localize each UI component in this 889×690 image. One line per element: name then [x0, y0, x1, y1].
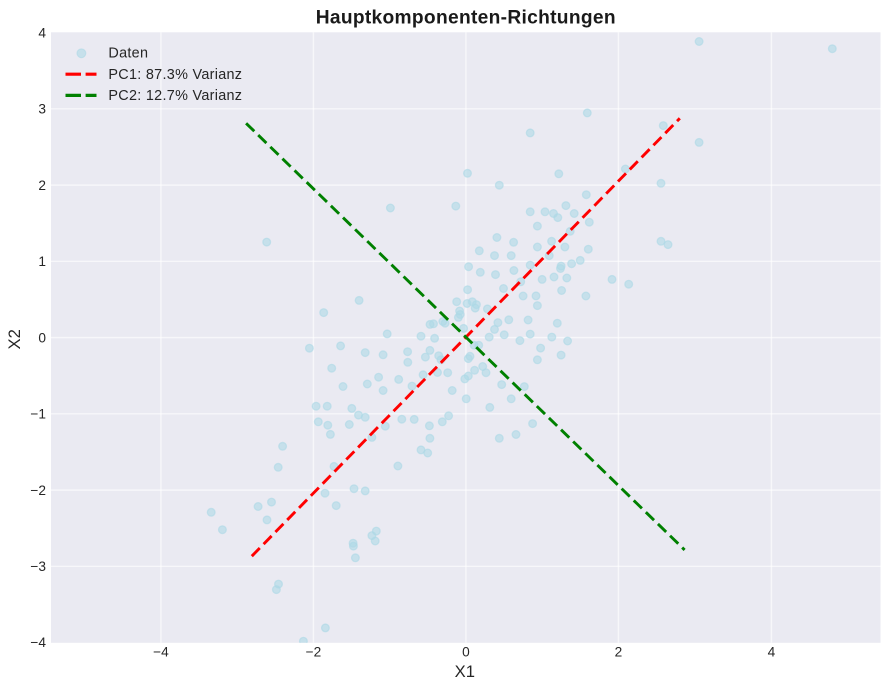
svg-text:Hauptkomponenten-Richtungen: Hauptkomponenten-Richtungen — [316, 8, 616, 29]
svg-text:2: 2 — [615, 644, 623, 659]
svg-text:4: 4 — [38, 26, 46, 41]
svg-text:0: 0 — [38, 330, 46, 345]
svg-text:−2: −2 — [306, 644, 322, 659]
svg-text:−4: −4 — [30, 635, 46, 650]
svg-text:−3: −3 — [30, 559, 46, 574]
svg-text:1: 1 — [38, 254, 46, 269]
svg-text:−1: −1 — [30, 407, 46, 422]
svg-text:0: 0 — [462, 644, 470, 659]
svg-text:−4: −4 — [153, 644, 169, 659]
svg-text:X2: X2 — [5, 329, 24, 349]
svg-text:PC1: 87.3% Varianz: PC1: 87.3% Varianz — [108, 67, 242, 83]
svg-text:Daten: Daten — [108, 46, 148, 62]
svg-text:4: 4 — [768, 644, 776, 659]
svg-text:PC2: 12.7% Varianz: PC2: 12.7% Varianz — [108, 88, 242, 104]
svg-text:2: 2 — [38, 178, 46, 193]
svg-text:3: 3 — [38, 102, 46, 117]
svg-text:−2: −2 — [30, 483, 46, 498]
svg-text:X1: X1 — [455, 662, 475, 681]
